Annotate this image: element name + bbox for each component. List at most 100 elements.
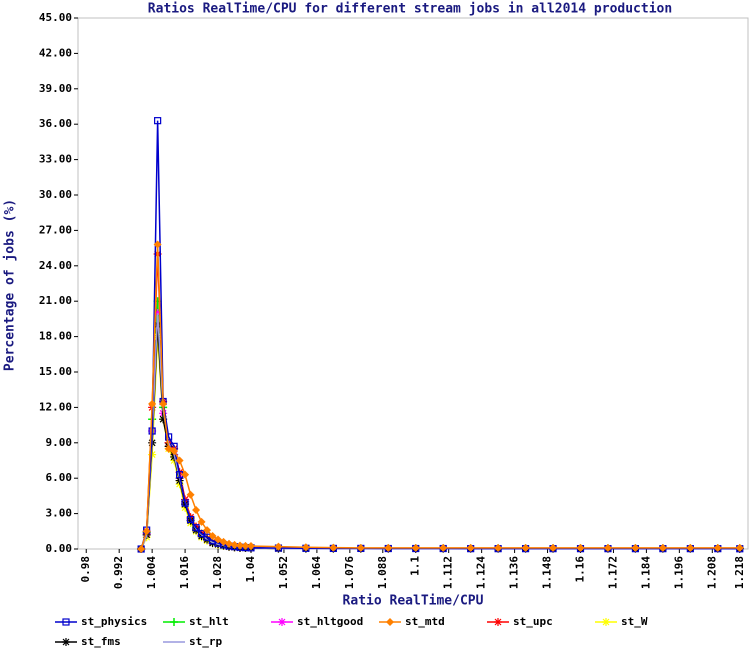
legend-label: st_fms: [81, 635, 121, 648]
y-tick-label: 39.00: [39, 82, 72, 95]
data-point: [192, 524, 200, 532]
legend-label: st_hltgood: [297, 615, 363, 628]
data-point: [148, 427, 156, 435]
x-tick-label: 1.16: [574, 556, 587, 583]
y-tick-label: 3.00: [46, 507, 73, 520]
legend-label: st_mtd: [405, 615, 445, 628]
legend-label: st_hlt: [189, 615, 229, 628]
data-point: [186, 515, 195, 524]
data-point: [197, 517, 206, 526]
data-point: [159, 399, 168, 408]
legend-label: st_W: [621, 615, 648, 628]
x-tick-label: 1.016: [178, 556, 191, 589]
data-point: [466, 543, 475, 552]
y-tick-label: 15.00: [39, 365, 72, 378]
legend-marker: [494, 618, 502, 626]
x-tick-label: 1.04: [244, 556, 257, 583]
data-point: [713, 543, 722, 552]
data-point: [494, 543, 503, 552]
x-axis-label: Ratio RealTime/CPU: [343, 594, 484, 609]
legend-marker: [170, 618, 178, 626]
y-tick-label: 18.00: [39, 330, 72, 343]
x-tick-label: 1.208: [705, 556, 718, 589]
x-tick-label: 1.218: [733, 556, 746, 589]
data-point: [154, 117, 162, 125]
x-tick-label: 1.028: [211, 556, 224, 589]
y-tick-label: 24.00: [39, 259, 72, 272]
y-tick-label: 12.00: [39, 400, 72, 413]
data-point: [181, 499, 189, 507]
y-tick-label: 21.00: [39, 294, 72, 307]
x-tick-label: 1.112: [442, 556, 455, 589]
data-point: [411, 543, 420, 552]
x-tick-label: 1.184: [639, 556, 652, 589]
y-tick-label: 36.00: [39, 117, 72, 130]
data-point: [186, 490, 195, 499]
legend-label: st_rp: [189, 635, 222, 648]
data-point: [165, 433, 173, 441]
x-tick-label: 1.064: [310, 556, 323, 589]
data-point: [137, 545, 146, 553]
data-point: [439, 543, 448, 552]
y-tick-label: 9.00: [46, 436, 73, 449]
data-point: [603, 543, 612, 552]
data-point: [208, 532, 217, 541]
legend-marker: [278, 618, 286, 626]
x-tick-label: 1.088: [376, 556, 389, 589]
y-tick-label: 0.00: [46, 542, 73, 555]
data-point: [170, 447, 179, 456]
data-point: [225, 539, 234, 548]
data-point: [181, 470, 190, 479]
legend-marker: [386, 618, 394, 626]
x-tick-label: 1.076: [343, 556, 356, 589]
data-point: [192, 526, 201, 535]
data-point: [197, 532, 206, 541]
data-point: [631, 543, 640, 552]
x-tick-label: 0.992: [112, 556, 125, 589]
y-tick-label: 42.00: [39, 46, 72, 59]
legend-marker: [62, 638, 70, 646]
chart-title: Ratios RealTime/CPU for different stream…: [148, 2, 672, 17]
data-point: [142, 527, 151, 536]
x-tick-label: 1.148: [541, 556, 554, 589]
x-tick-label: 1.124: [475, 556, 488, 589]
data-point: [301, 543, 310, 552]
data-point: [658, 543, 667, 552]
data-point: [549, 543, 558, 552]
data-point: [576, 543, 585, 552]
y-tick-label: 30.00: [39, 188, 72, 201]
data-point: [384, 543, 393, 552]
data-point: [159, 415, 168, 424]
data-point: [241, 541, 250, 550]
data-point: [686, 543, 695, 552]
y-axis-label: Percentage of jobs (%): [3, 199, 18, 371]
plot-frame: [77, 17, 749, 550]
data-point: [356, 543, 365, 552]
data-point: [329, 543, 338, 552]
data-point: [230, 540, 239, 549]
data-point: [735, 543, 744, 552]
x-tick-label: 0.98: [79, 556, 92, 583]
legend-label: st_upc: [513, 615, 553, 628]
legend-label: st_physics: [81, 615, 147, 628]
data-point: [175, 456, 184, 465]
data-point: [246, 542, 255, 551]
y-tick-label: 27.00: [39, 223, 72, 236]
x-tick-label: 1.052: [277, 556, 290, 589]
x-tick-label: 1.004: [145, 556, 158, 589]
data-point: [236, 541, 245, 550]
x-tick-label: 1.172: [606, 556, 619, 589]
x-tick-label: 1.136: [508, 556, 521, 589]
y-tick-label: 45.00: [39, 11, 72, 24]
data-point: [521, 543, 530, 552]
legend-marker: [602, 618, 610, 626]
data-point: [203, 526, 212, 535]
y-tick-label: 33.00: [39, 153, 72, 166]
data-point: [274, 542, 283, 551]
series: [137, 240, 744, 553]
x-tick-label: 1.1: [409, 556, 422, 576]
x-tick-label: 1.196: [672, 556, 685, 589]
data-point: [148, 399, 157, 408]
